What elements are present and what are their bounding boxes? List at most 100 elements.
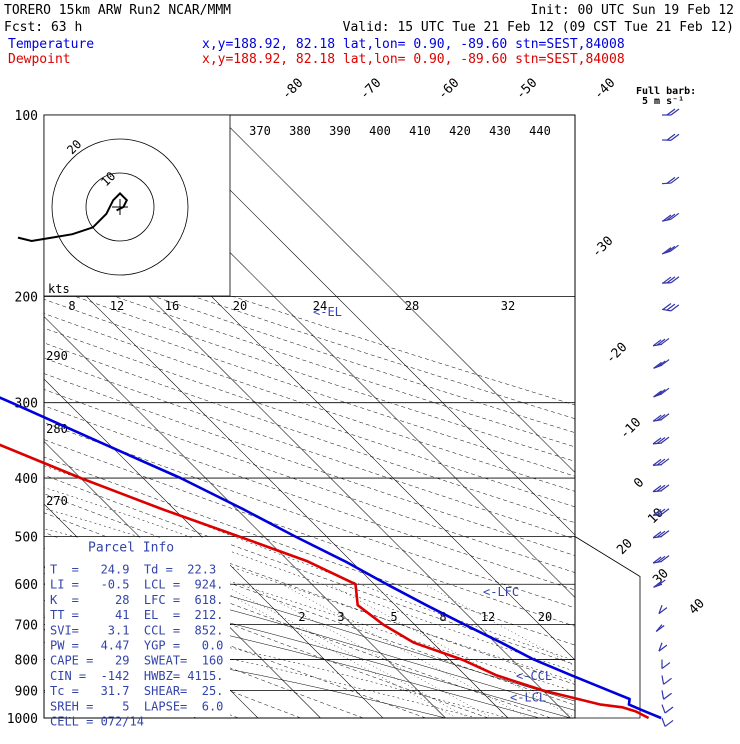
parcel-info-row: PW = 4.47 YGP = 0.0 [50,638,223,652]
pressure-tick-label: 600 [15,578,38,593]
wind-barb [653,531,669,538]
pressure-tick-label: 500 [15,530,38,545]
theta-label-top: 400 [369,124,391,138]
wind-barb-flag [664,678,672,684]
wind-barb [662,303,679,310]
valid-time: Valid: 15 UTC Tue 21 Feb 12 (09 CST Tue … [343,20,734,35]
isotherm-tick-label: -60 [435,76,462,103]
parcel-info-row: SREH = 5 LAPSE= 6.0 [50,699,223,713]
wind-barb [659,643,667,651]
wind-barb [662,705,673,713]
wind-barb-flag [671,277,679,283]
wind-barb [654,388,670,397]
parcel-info-row: TT = 41 EL = 212. [50,608,223,622]
wind-barb-staff [662,705,665,713]
wind-barb [653,485,669,492]
el-marker: <-EL [313,305,342,319]
forecast-hour: Fcst: 63 h [4,20,82,35]
isotherm-tick-label: 10 [645,505,667,527]
mixing-ratio-label-lower: 12 [481,610,495,624]
pressure-tick-label: 400 [15,472,38,487]
mixing-ratio-line [424,584,670,718]
wind-barb [662,213,679,221]
wind-barb [662,134,679,140]
wind-barb-flag [667,109,675,115]
pressure-tick-label: 700 [15,619,38,634]
parcel-info-row: CELL = 072/14 [50,714,144,728]
isotherm-tick-label: -70 [357,76,384,103]
isotherm-tick-label: 20 [614,536,636,558]
level-markers: <-EL <-LFC <-CCL <-LCL [313,305,552,705]
isotherm-tick-label: 40 [686,596,708,618]
wind-barb [653,556,669,563]
mixing-ratio-line [210,584,456,718]
wind-barb [653,437,669,444]
pressure-tick-label: 900 [15,684,38,699]
mixing-ratio-line [246,584,492,718]
wind-barbs [653,109,679,726]
theta-label-top: 370 [249,124,271,138]
mixing-ratio-label-lower: 3 [337,610,344,624]
mixing-ratio-label-lower: 5 [390,610,397,624]
wind-barb [653,338,669,345]
wind-barb [653,459,669,466]
isotherm-tick-label: -10 [617,415,644,442]
wind-barb-flag [663,277,671,283]
parcel-info-row: CIN = -142 HWBZ= 4115. [50,669,223,683]
wind-barb-staff [662,183,671,184]
pressure-tick-label: 100 [15,109,38,124]
isotherm-line [0,115,8,718]
wind-barb-flag [671,109,679,115]
wind-barb-flag [667,277,675,283]
pressure-tick-label: 800 [15,654,38,669]
isotherm-tick-label: -20 [603,340,630,367]
wind-barb-staff [662,718,665,726]
wind-barb [653,414,669,421]
wind-barb [654,360,670,369]
wind-barb-staff [662,675,664,684]
mixing-ratio-label-upper: 28 [405,299,419,313]
isotherm-line [155,115,740,718]
pressure-tick-label: 200 [15,291,38,306]
temperature-station-info: x,y=188.92, 82.18 lat,lon= 0.90, -89.60 … [202,37,625,52]
mixing-ratio-label-upper: 16 [165,299,179,313]
isotherm-tick-label: -50 [513,76,540,103]
wind-barb-staff [662,690,664,699]
wind-barb-flag [671,134,679,140]
wind-barb [662,245,679,254]
mixing-ratio-label-upper: 32 [501,299,515,313]
wind-barb [662,690,672,699]
wind-barb-flag [665,720,673,726]
wind-barb [662,277,679,283]
parcel-info-row: T = 24.9 Td = 22.3 [50,562,216,576]
isotherm-tick-label: 0 [631,475,647,491]
pressure-tick-label: 1000 [7,712,38,727]
hodograph-unit-label: kts [48,282,70,296]
mixing-ratio-line [282,584,528,718]
init-time: Init: 00 UTC Sun 19 Feb 12 [531,3,735,18]
ccl-marker: <-CCL [516,669,552,683]
parcel-info-row: CAPE = 29 SWEAT= 160 [50,654,223,668]
theta-label-top: 430 [489,124,511,138]
dewpoint-station-info: x,y=188.92, 82.18 lat,lon= 0.90, -89.60 … [202,52,625,67]
wind-barb-flag [664,693,672,699]
lcl-marker: <-LCL [510,690,546,704]
parcel-info-row: Tc = 31.7 SHEAR= 25. [50,684,223,698]
lfc-marker: <-LFC [483,585,519,599]
theta-label-left: 270 [46,494,68,508]
wind-barb [659,605,667,613]
wind-barb-flag [665,707,673,713]
parcel-info-row: LI = -0.5 LCL = 924. [50,578,223,592]
barb-legend-unit: 5 m s⁻¹ [642,96,684,107]
wind-barb [662,718,673,726]
isotherm-tick-label: -80 [279,76,306,103]
theta-label-top: 380 [289,124,311,138]
theta-label-left: 290 [46,349,68,363]
legend-dewpoint: Dewpoint [8,52,71,67]
mixing-ratio-label-lower: 2 [298,610,305,624]
theta-label-top: 420 [449,124,471,138]
mixing-ratio-line [222,584,468,718]
